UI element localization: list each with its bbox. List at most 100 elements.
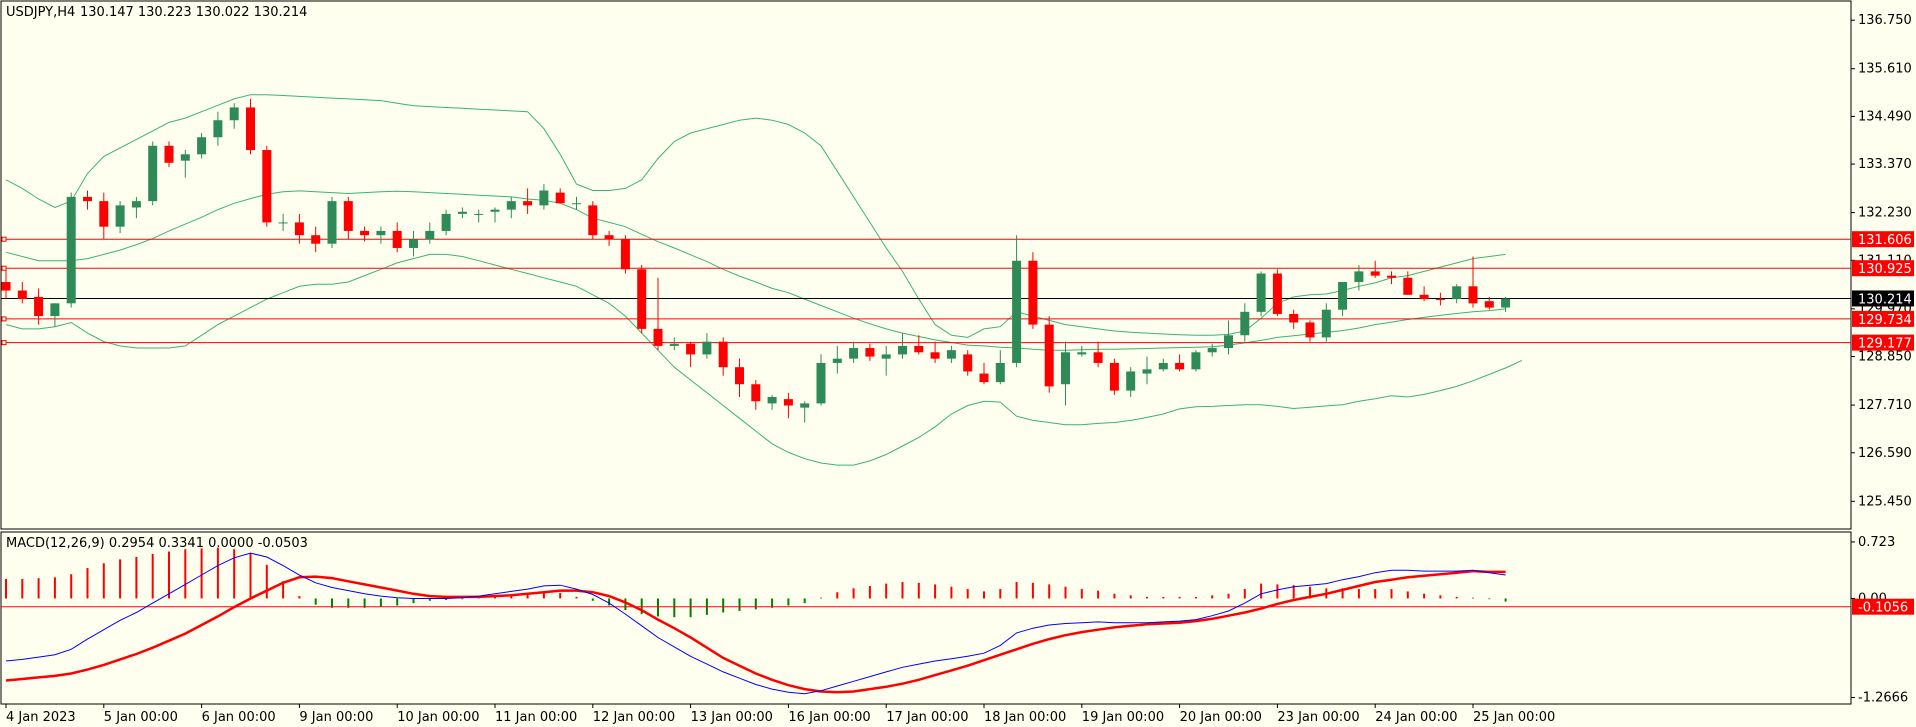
candle-bull [995, 362, 1005, 383]
candle-bull [1256, 273, 1266, 312]
candles [1, 98, 1511, 423]
candle-bull [1142, 369, 1152, 374]
candle-bear [164, 145, 174, 163]
candle-bear [1370, 271, 1380, 276]
current-price-tag [1852, 290, 1914, 307]
candle-bear [246, 107, 255, 151]
candle-bull [278, 222, 288, 224]
candle-bear [930, 352, 940, 359]
candle-bear [963, 354, 973, 372]
price-tick-label: 125.450 [1858, 494, 1912, 509]
candle-bull [1207, 348, 1217, 353]
candle-bear [17, 290, 27, 300]
time-tick-label: 23 Jan 00:00 [1277, 710, 1359, 725]
candle-bear [653, 328, 663, 346]
band-lower-line [5, 253, 1523, 466]
candle-bull [1077, 352, 1087, 355]
candle-bear [1289, 313, 1299, 323]
price-tick-label: 128.850 [1858, 350, 1912, 365]
candle-bull [849, 348, 859, 359]
time-tick-label: 20 Jan 00:00 [1180, 710, 1262, 725]
time-tick-label: 16 Jan 00:00 [788, 710, 870, 725]
candle-bear [979, 373, 989, 383]
level-anchor[interactable] [1, 236, 7, 242]
time-tick-label: 18 Jan 00:00 [984, 710, 1066, 725]
candle-bear [1175, 362, 1185, 370]
candle-bear [1468, 286, 1478, 304]
candle-bear [620, 239, 630, 270]
time-tick-label: 6 Jan 00:00 [202, 710, 276, 725]
candle-bear [783, 399, 793, 406]
candle-bull [1126, 371, 1136, 391]
candle-bear [1403, 277, 1413, 295]
candle-bear [588, 205, 598, 236]
candle-bear [1484, 301, 1494, 308]
candle-bull [881, 354, 891, 359]
candle-bull [409, 239, 418, 248]
level-anchor[interactable] [1, 316, 7, 322]
candle-bear [604, 235, 614, 240]
macd-axis: 0.7230.00-1.2666 [1851, 535, 1908, 705]
level-price-tag [1852, 310, 1914, 327]
macd-tick-label: -1.2666 [1858, 690, 1908, 705]
price-tick-label: 126.590 [1858, 446, 1912, 461]
candle-bear [1044, 324, 1054, 387]
candle-bull [213, 120, 223, 138]
candle-bull [1452, 286, 1462, 300]
ohlc-readout: 130.147 130.223 130.022 130.214 [80, 5, 307, 20]
candle-bull [1224, 335, 1233, 349]
candle-bear [34, 296, 44, 317]
candle-bear [523, 201, 533, 206]
candle-bear [343, 201, 353, 231]
candle-bull [490, 209, 500, 212]
candle-bull [539, 190, 549, 206]
candle-bull [50, 303, 60, 317]
current-price-label: 130.214 [1858, 292, 1912, 307]
candle-bull [832, 358, 842, 363]
candle-bull [66, 196, 76, 304]
candle-bull [1338, 282, 1348, 310]
level-anchor[interactable] [1, 265, 7, 271]
candle-bear [1435, 299, 1445, 301]
macd-level-label: -0.1056 [1858, 601, 1908, 616]
level-price-label: 129.177 [1858, 337, 1912, 352]
candle-bull [441, 213, 451, 231]
candle-bear [637, 269, 647, 329]
candle-bull [1158, 362, 1168, 370]
candle-bear [735, 367, 744, 385]
candle-bear [1028, 260, 1038, 325]
time-tick-label: 12 Jan 00:00 [593, 710, 675, 725]
time-tick-label: 17 Jan 00:00 [886, 710, 968, 725]
candle-bull [457, 211, 467, 214]
time-tick-label: 25 Jan 00:00 [1473, 710, 1555, 725]
candle-bull [148, 145, 158, 202]
band-middle-line [5, 190, 1506, 351]
price-levels [1, 236, 1851, 346]
candle-bear [1387, 275, 1396, 278]
time-tick-label: 5 Jan 00:00 [104, 710, 178, 725]
candle-bull [131, 201, 141, 208]
candle-bear [1419, 294, 1429, 300]
candle-bull [115, 205, 125, 227]
time-tick-label: 13 Jan 00:00 [691, 710, 773, 725]
candle-bear [1, 282, 11, 291]
macd-tick-label: 0.723 [1858, 535, 1895, 550]
candle-bear [555, 192, 565, 204]
candle-bull [767, 397, 777, 404]
macd-indicator [1, 547, 1851, 695]
candle-bear [1272, 273, 1282, 314]
candle-bear [83, 196, 92, 202]
candle-bear [99, 201, 109, 227]
candle-bear [865, 348, 875, 357]
price-axis: 136.750135.610134.490133.370132.230131.1… [1851, 13, 1912, 509]
candle-bull [946, 350, 956, 359]
level-price-label: 129.734 [1858, 313, 1912, 328]
price-tick-label: 135.610 [1858, 62, 1912, 77]
candle-bull [506, 201, 516, 210]
candle-bull [327, 201, 337, 244]
candle-bull [180, 154, 190, 161]
candle-bull [816, 362, 826, 404]
candle-bull [898, 345, 907, 355]
level-anchor[interactable] [1, 340, 7, 346]
level-price-tag [1852, 334, 1914, 351]
